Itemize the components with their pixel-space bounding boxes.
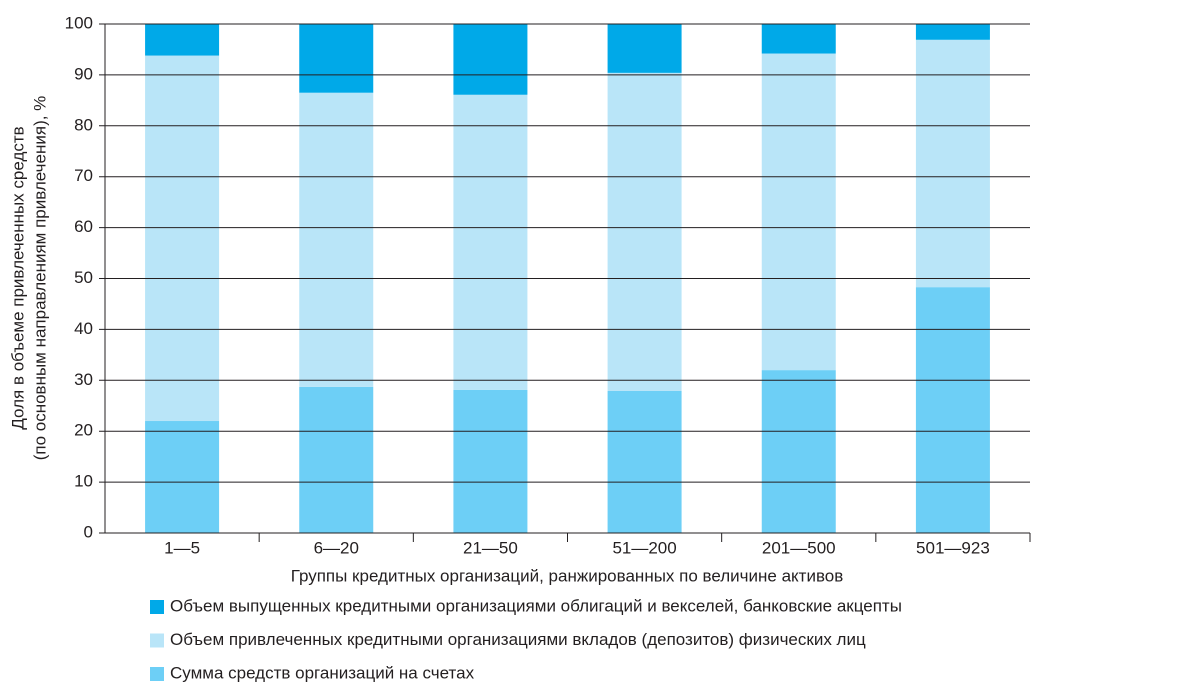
y-tick-label: 40 [74, 319, 93, 338]
x-tick-label: 21—50 [463, 538, 518, 557]
legend-label: Сумма средств организаций на счетах [170, 663, 475, 682]
bar-segment [915, 24, 990, 40]
bar-segment [453, 94, 528, 390]
bar-segment [761, 370, 836, 533]
y-tick-label: 20 [74, 421, 93, 440]
y-tick-label: 60 [74, 217, 93, 236]
bar-segment [761, 24, 836, 54]
y-tick-label: 80 [74, 115, 93, 134]
x-tick-label: 6—20 [314, 538, 359, 557]
bar-segment [607, 24, 682, 73]
y-tick-label: 0 [84, 522, 93, 541]
bar-segment [145, 421, 220, 533]
bar-segment [299, 24, 374, 93]
bar-segment [915, 287, 990, 533]
bar-segment [453, 24, 528, 95]
bar-segment [145, 55, 220, 422]
legend-swatch [150, 633, 164, 648]
legend-swatch [150, 600, 164, 614]
legend-swatch [150, 667, 164, 681]
legend-label: Объем привлеченных кредитными организаци… [170, 630, 866, 649]
y-tick-label: 30 [74, 370, 93, 389]
bar-segment [453, 389, 528, 533]
y-tick-label: 50 [74, 268, 93, 287]
x-tick-label: 1—5 [164, 538, 200, 557]
x-axis-title: Группы кредитных организаций, ранжирован… [291, 566, 844, 585]
y-axis-title: Доля в объеме привлеченных средств [8, 126, 27, 429]
x-tick-label: 501—923 [916, 538, 990, 557]
bar-segment [145, 24, 220, 56]
legend-label: Объем выпущенных кредитными организациям… [170, 596, 902, 615]
y-tick-label: 100 [65, 13, 93, 32]
bar-segment [299, 92, 374, 387]
bar-segment [299, 386, 374, 533]
x-tick-label: 51—200 [612, 538, 676, 557]
bar-segment [607, 390, 682, 533]
x-tick-label: 201—500 [762, 538, 836, 557]
y-axis-title: (по основным направлениям привлечения), … [30, 96, 49, 461]
y-tick-label: 10 [74, 472, 93, 491]
bar-segment [915, 39, 990, 288]
bar-segment [761, 53, 836, 371]
y-tick-label: 90 [74, 64, 93, 83]
y-tick-label: 70 [74, 166, 93, 185]
bar-segment [607, 72, 682, 391]
